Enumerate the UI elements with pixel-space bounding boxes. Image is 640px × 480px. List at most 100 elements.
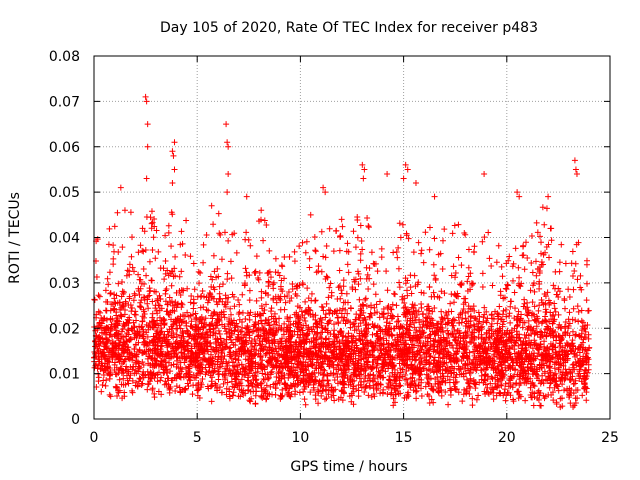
- data-point: [331, 321, 338, 328]
- data-point: [325, 391, 332, 398]
- data-point: [532, 355, 539, 362]
- data-point: [109, 338, 116, 345]
- data-point: [531, 288, 538, 295]
- data-point: [161, 337, 168, 344]
- data-point: [403, 232, 410, 239]
- data-point: [137, 299, 144, 306]
- data-point: [396, 383, 403, 390]
- data-point: [446, 376, 453, 383]
- data-point: [350, 371, 357, 378]
- data-point: [149, 385, 156, 392]
- data-point: [361, 388, 368, 395]
- data-point: [242, 356, 249, 363]
- data-point: [294, 351, 301, 358]
- data-point: [399, 293, 406, 300]
- data-point: [149, 298, 156, 305]
- data-point: [552, 350, 559, 357]
- data-point: [156, 292, 163, 299]
- data-point: [445, 354, 452, 361]
- data-point: [467, 375, 474, 382]
- data-point: [395, 244, 402, 251]
- data-point: [483, 346, 490, 353]
- data-point: [487, 339, 494, 346]
- data-point: [207, 322, 214, 329]
- data-point: [201, 348, 208, 355]
- data-point: [216, 230, 223, 237]
- data-point: [312, 344, 319, 351]
- data-point: [417, 324, 424, 331]
- data-point: [151, 339, 158, 346]
- data-point: [130, 319, 137, 326]
- data-point: [195, 331, 202, 338]
- data-point: [448, 363, 455, 370]
- data-point: [373, 356, 380, 363]
- data-point: [364, 214, 371, 221]
- data-point: [422, 229, 429, 236]
- data-point: [447, 300, 454, 307]
- data-point: [550, 311, 557, 318]
- data-point: [391, 290, 398, 297]
- data-point: [108, 321, 115, 328]
- data-point: [419, 311, 426, 318]
- data-point: [430, 289, 437, 296]
- data-point: [302, 401, 309, 408]
- data-point: [502, 386, 509, 393]
- data-point: [300, 375, 307, 382]
- data-point: [288, 348, 295, 355]
- data-point: [297, 339, 304, 346]
- data-point: [285, 359, 292, 366]
- data-point: [562, 352, 569, 359]
- data-point: [440, 360, 447, 367]
- data-point: [451, 222, 458, 229]
- data-point: [516, 376, 523, 383]
- data-point: [481, 234, 488, 241]
- data-point: [228, 378, 235, 385]
- data-point: [234, 327, 241, 334]
- data-point: [207, 273, 214, 280]
- data-point: [173, 383, 180, 390]
- data-point: [116, 376, 123, 383]
- data-point: [249, 328, 256, 335]
- data-point: [190, 300, 197, 307]
- data-point: [126, 337, 133, 344]
- data-point: [188, 343, 195, 350]
- data-point: [225, 321, 232, 328]
- data-point: [446, 368, 453, 375]
- data-point: [404, 391, 411, 398]
- data-point: [538, 250, 545, 257]
- data-point: [214, 368, 221, 375]
- data-point: [517, 351, 524, 358]
- data-point: [292, 290, 299, 297]
- data-point: [547, 380, 554, 387]
- data-point: [370, 378, 377, 385]
- data-point: [110, 255, 117, 262]
- data-point: [193, 314, 200, 321]
- data-point: [321, 396, 328, 403]
- data-point: [543, 309, 550, 316]
- data-point: [577, 343, 584, 350]
- data-point: [494, 320, 501, 327]
- data-point: [141, 296, 148, 303]
- data-point: [149, 247, 156, 254]
- data-point: [119, 303, 126, 310]
- data-point: [466, 369, 473, 376]
- data-point: [180, 344, 187, 351]
- data-point: [576, 332, 583, 339]
- data-point: [480, 349, 487, 356]
- data-point: [559, 381, 566, 388]
- data-point: [557, 324, 564, 331]
- data-point: [382, 328, 389, 335]
- data-point: [343, 348, 350, 355]
- data-point: [502, 380, 509, 387]
- data-point: [341, 367, 348, 374]
- data-point: [280, 331, 287, 338]
- data-point: [574, 303, 581, 310]
- data-point: [263, 222, 270, 229]
- data-point: [479, 270, 486, 277]
- data-point: [357, 250, 364, 257]
- data-point: [503, 260, 510, 267]
- data-point: [542, 300, 549, 307]
- data-point: [359, 301, 366, 308]
- data-point: [208, 294, 215, 301]
